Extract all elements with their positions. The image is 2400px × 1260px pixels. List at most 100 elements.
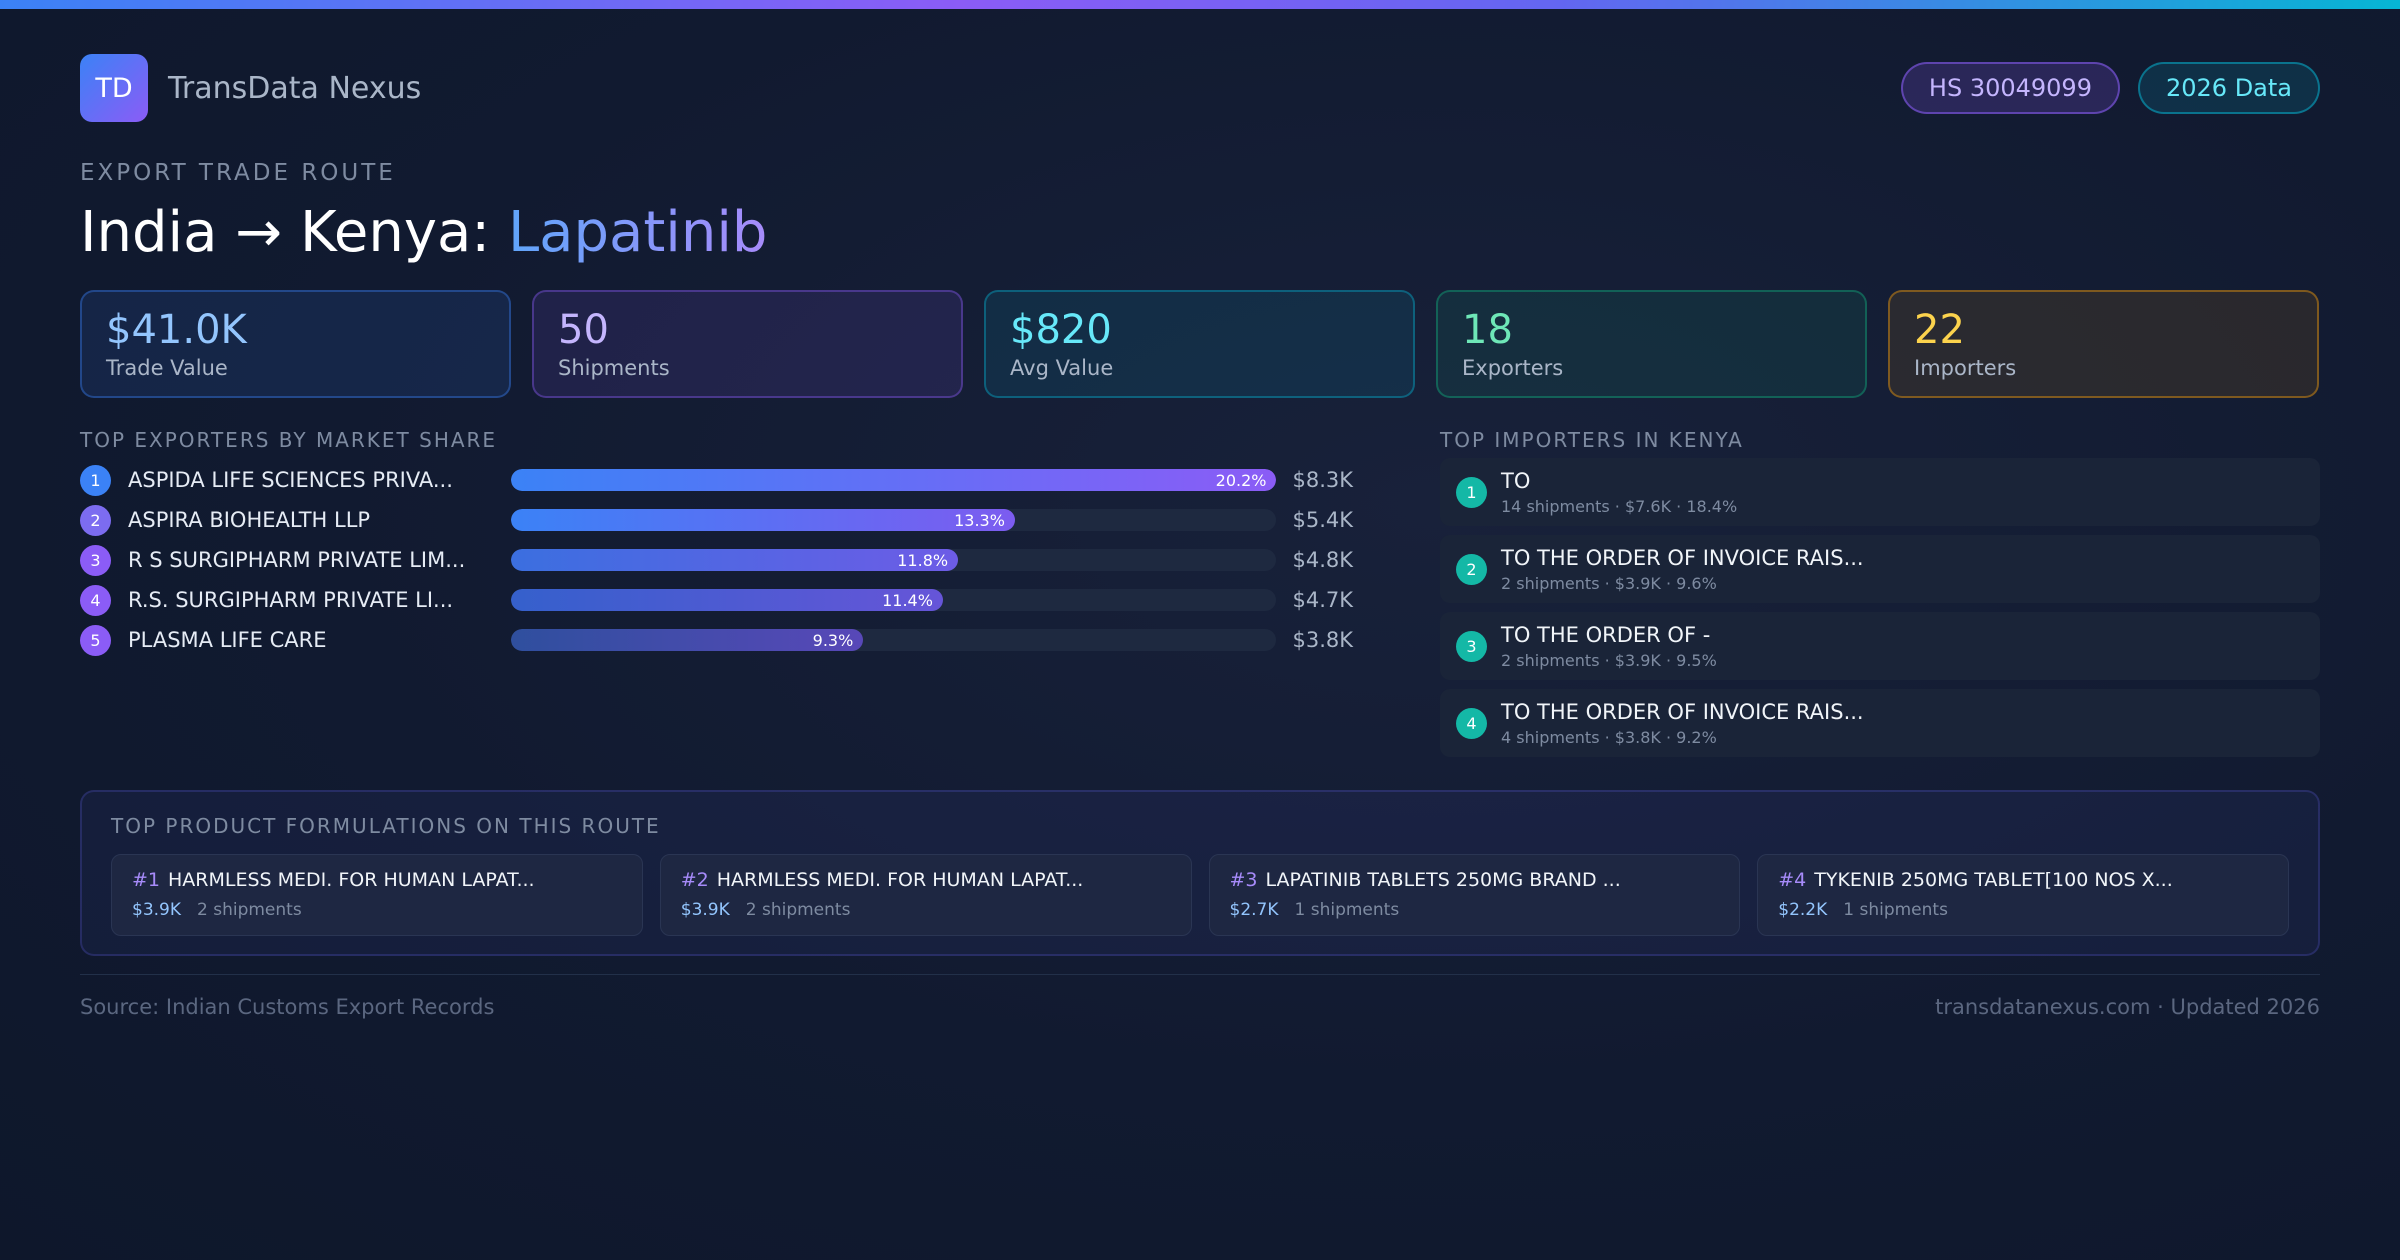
exporter-row[interactable]: 4 R.S. SURGIPHARM PRIVATE LI... 11.4% $4.7K: [80, 580, 1353, 620]
product-card[interactable]: #1 HARMLESS MEDI. FOR HUMAN LAPAT... $3.9…: [111, 854, 643, 936]
product-shipments: 1 shipments: [1843, 900, 1948, 920]
exporter-name: R.S. SURGIPHARM PRIVATE LI...: [128, 588, 454, 612]
title-route: India → Kenya:: [80, 200, 508, 265]
importer-card[interactable]: 4 TO THE ORDER OF INVOICE RAIS... 4 ship…: [1440, 689, 2320, 757]
exporter-rank: 5: [80, 624, 111, 656]
importer-rank: 1: [1456, 476, 1487, 508]
products-row: #1 HARMLESS MEDI. FOR HUMAN LAPAT... $3.9…: [111, 854, 2289, 936]
exporter-row[interactable]: 2 ASPIRA BIOHEALTH LLP 13.3% $5.4K: [80, 500, 1353, 540]
importers-list: 1 TO 14 shipments · $7.6K · 18.4% 2 TO T…: [1440, 458, 2320, 757]
exporter-value: $8.3K: [1292, 468, 1353, 492]
page-title: India → Kenya: Lapatinib: [80, 198, 2320, 268]
exporter-rank: 1: [80, 464, 111, 496]
product-shipments: 1 shipments: [1294, 900, 1400, 920]
share-bar-fill: 11.8%: [510, 549, 959, 571]
importer-meta: 14 shipments · $7.6K · 18.4%: [1501, 496, 1738, 516]
product-shipments: 2 shipments: [197, 900, 302, 920]
importer-rank: 4: [1456, 707, 1487, 739]
stat-label: Exporters: [1462, 356, 1564, 380]
header: TD TransData Nexus HS 30049099 2026 Data: [80, 54, 2320, 122]
product-name: TYKENIB 250MG TABLET[100 NOS X...: [1814, 869, 2173, 891]
hs-code-badge: HS 30049099: [1900, 62, 2120, 114]
footer: Source: Indian Customs Export Records tr…: [80, 995, 2320, 1019]
exporter-row[interactable]: 1 ASPIDA LIFE SCIENCES PRIVA... 20.2% $8.3K: [80, 460, 1353, 500]
product-heading: #2 HARMLESS MEDI. FOR HUMAN LAPAT...: [681, 869, 1171, 891]
brand[interactable]: TD TransData Nexus: [80, 54, 421, 122]
stat-shipments: 50 Shipments: [532, 290, 963, 398]
importer-rank: 2: [1456, 553, 1487, 585]
importer-text: TO 14 shipments · $7.6K · 18.4%: [1501, 469, 1737, 516]
product-value: $2.7K: [1229, 900, 1279, 920]
importer-meta: 4 shipments · $3.8K · 9.2%: [1501, 727, 1717, 747]
share-bar-fill: 20.2%: [510, 469, 1277, 491]
product-meta: $2.2K 1 shipments: [1778, 900, 2268, 920]
stat-value: $820: [1010, 307, 1112, 353]
title-product: Lapatinib: [507, 200, 768, 265]
product-card[interactable]: #2 HARMLESS MEDI. FOR HUMAN LAPAT... $3.9…: [659, 854, 1192, 936]
product-name: HARMLESS MEDI. FOR HUMAN LAPAT...: [716, 869, 1084, 891]
product-card[interactable]: #3 LAPATINIB TABLETS 250MG BRAND ... $2.7…: [1208, 854, 1741, 936]
footer-site-link[interactable]: transdatanexus.com · Updated 2026: [1935, 995, 2320, 1019]
stat-value: 50: [558, 307, 609, 353]
exporter-name: R S SURGIPHARM PRIVATE LIM...: [128, 548, 466, 572]
importer-text: TO THE ORDER OF INVOICE RAIS... 2 shipme…: [1501, 546, 1864, 593]
importer-meta: 2 shipments · $3.9K · 9.5%: [1501, 650, 1717, 670]
share-bar-fill: 9.3%: [510, 629, 864, 651]
brand-name: TransData Nexus: [168, 70, 422, 106]
share-bar-track: 20.2%: [510, 469, 1277, 491]
product-value: $2.2K: [1778, 900, 1828, 920]
exporter-name: ASPIDA LIFE SCIENCES PRIVA...: [128, 468, 453, 492]
stat-label: Importers: [1914, 356, 2017, 380]
exporter-name: ASPIRA BIOHEALTH LLP: [128, 508, 371, 532]
stat-exporters: 18 Exporters: [1436, 290, 1867, 398]
stat-importers: 22 Importers: [1888, 290, 2319, 398]
route-kicker: EXPORT TRADE ROUTE: [80, 160, 396, 186]
product-meta: $3.9K 2 shipments: [681, 900, 1171, 920]
importer-name: TO THE ORDER OF INVOICE RAIS...: [1501, 699, 1864, 724]
stat-label: Shipments: [558, 356, 670, 380]
stats-row: $41.0K Trade Value 50 Shipments $820 Avg…: [80, 290, 2320, 398]
exporter-rank: 3: [80, 544, 111, 576]
footer-source: Source: Indian Customs Export Records: [80, 995, 495, 1019]
exporter-value: $5.4K: [1292, 508, 1353, 532]
product-heading: #1 HARMLESS MEDI. FOR HUMAN LAPAT...: [132, 869, 622, 891]
exporter-row[interactable]: 5 PLASMA LIFE CARE 9.3% $3.8K: [80, 620, 1353, 660]
importer-card[interactable]: 3 TO THE ORDER OF - 2 shipments · $3.9K …: [1440, 612, 2320, 680]
product-value: $3.9K: [680, 900, 730, 920]
main-columns: TOP EXPORTERS BY MARKET SHARE 1 ASPIDA LI…: [80, 428, 2320, 766]
products-title: TOP PRODUCT FORMULATIONS ON THIS ROUTE: [111, 814, 661, 838]
share-bar-fill: 13.3%: [510, 509, 1015, 531]
exporter-value: $3.8K: [1292, 628, 1353, 652]
importer-name: TO: [1501, 468, 1531, 493]
logo: TD: [80, 54, 148, 122]
stat-avg-value: $820 Avg Value: [984, 290, 1415, 398]
share-bar-track: 13.3%: [510, 509, 1277, 531]
stat-value: 22: [1914, 307, 1965, 353]
exporter-value: $4.7K: [1292, 588, 1353, 612]
product-rank: #3: [1229, 869, 1258, 891]
exporters-section: TOP EXPORTERS BY MARKET SHARE 1 ASPIDA LI…: [80, 428, 1353, 766]
share-bar-track: 11.8%: [510, 549, 1277, 571]
exporter-value: $4.8K: [1292, 548, 1353, 572]
page: TD TransData Nexus HS 30049099 2026 Data…: [80, 54, 2320, 1019]
product-rank: #4: [1778, 869, 1807, 891]
importer-card[interactable]: 2 TO THE ORDER OF INVOICE RAIS... 2 ship…: [1440, 535, 2320, 603]
share-bar-fill: 11.4%: [510, 589, 943, 611]
importer-name: TO THE ORDER OF -: [1501, 622, 1711, 647]
share-bar-track: 11.4%: [510, 589, 1277, 611]
product-name: HARMLESS MEDI. FOR HUMAN LAPAT...: [168, 869, 535, 891]
product-name: LAPATINIB TABLETS 250MG BRAND ...: [1265, 869, 1621, 891]
importer-card[interactable]: 1 TO 14 shipments · $7.6K · 18.4%: [1440, 458, 2320, 526]
importers-section: TOP IMPORTERS IN KENYA 1 TO 14 shipments…: [1440, 428, 2320, 766]
product-card[interactable]: #4 TYKENIB 250MG TABLET[100 NOS X... $2.2…: [1757, 854, 2289, 936]
exporter-rank: 2: [80, 504, 111, 536]
products-section: TOP PRODUCT FORMULATIONS ON THIS ROUTE #…: [80, 790, 2320, 956]
data-year-badge: 2026 Data: [2137, 62, 2320, 114]
stat-trade-value: $41.0K Trade Value: [80, 290, 511, 398]
product-meta: $2.7K 1 shipments: [1230, 900, 1720, 920]
stat-label: Trade Value: [106, 356, 228, 380]
top-accent-bar: [0, 0, 2400, 9]
product-heading: #4 TYKENIB 250MG TABLET[100 NOS X...: [1778, 869, 2268, 891]
exporter-row[interactable]: 3 R S SURGIPHARM PRIVATE LIM... 11.8% $4.8K: [80, 540, 1353, 580]
product-rank: #2: [680, 869, 709, 891]
